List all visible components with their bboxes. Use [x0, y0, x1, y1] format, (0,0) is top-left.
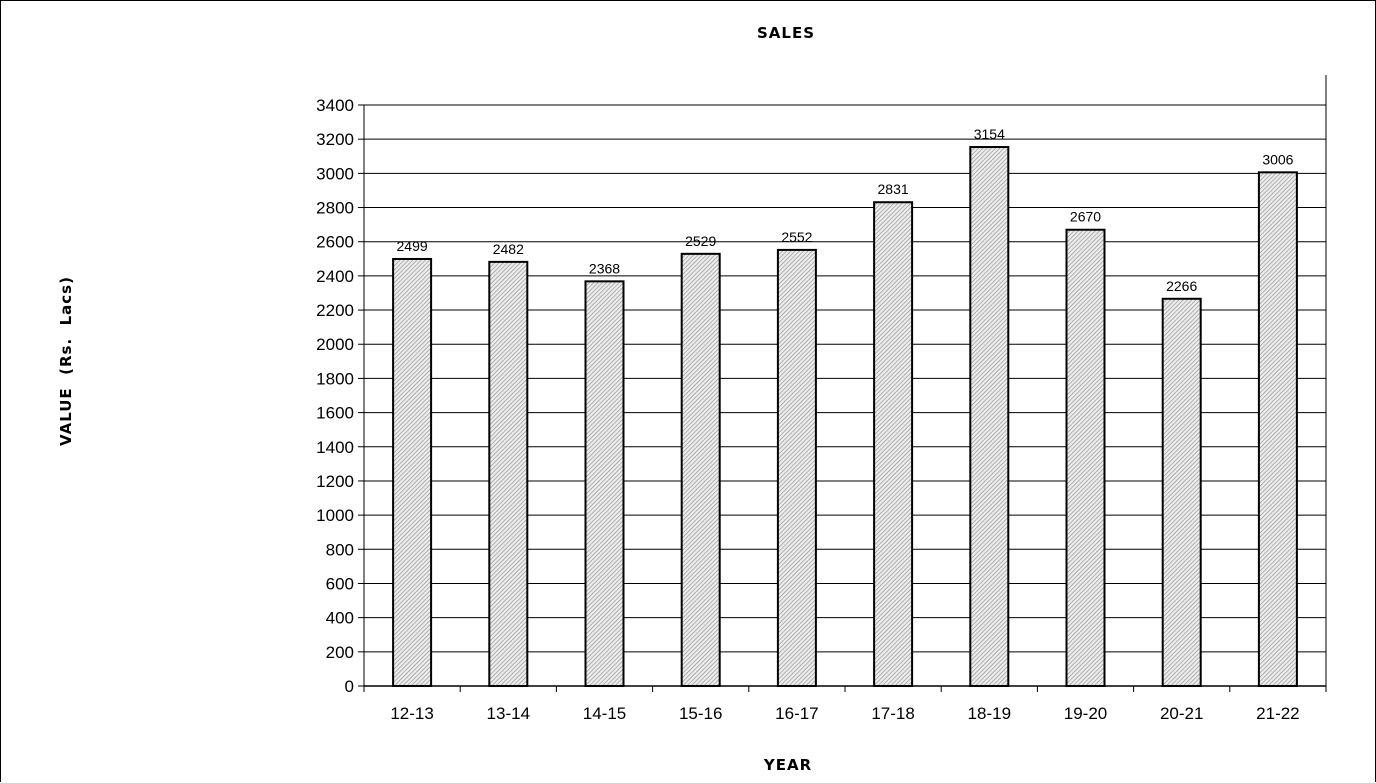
- y-tick-label: 2200: [316, 301, 354, 320]
- bar-18-19: [969, 146, 1010, 688]
- labels: 0 200 400 600 800 1000 1200 1400 1600 1800 2000 220…: [316, 96, 1299, 723]
- x-tick-label-14-15: 14-15: [583, 704, 626, 723]
- data-label-18-19: 3154: [974, 126, 1005, 142]
- data-label-21-22: 3006: [1262, 151, 1293, 167]
- y-tick-label: 3400: [316, 96, 354, 115]
- bar-16-17: [776, 248, 817, 687]
- y-tick-label: 200: [326, 643, 354, 662]
- y-tick-label: 1000: [316, 506, 354, 525]
- y-tick-label: 3200: [316, 130, 354, 149]
- data-label-12-13: 2499: [397, 238, 428, 254]
- x-tick-label-19-20: 19-20: [1064, 704, 1107, 723]
- bar-14-15: [584, 280, 625, 687]
- bar-13-14: [488, 260, 529, 687]
- y-tick-label: 0: [345, 677, 354, 696]
- x-tick-label-21-22: 21-22: [1256, 704, 1299, 723]
- x-tick-label-12-13: 12-13: [390, 704, 433, 723]
- y-tick-label: 1400: [316, 438, 354, 457]
- x-tick-label-20-21: 20-21: [1160, 704, 1203, 723]
- y-tick-label: 2600: [316, 233, 354, 252]
- data-label-15-16: 2529: [685, 233, 716, 249]
- y-tick-label: 600: [326, 574, 354, 593]
- y-tick-label: 2000: [316, 335, 354, 354]
- bar-20-21: [1161, 297, 1202, 687]
- x-tick-label-16-17: 16-17: [775, 704, 818, 723]
- y-tick-label: 2800: [316, 199, 354, 218]
- x-tick-label-13-14: 13-14: [487, 704, 530, 723]
- axes: [358, 75, 1327, 692]
- bar-15-16: [680, 252, 721, 687]
- bar-12-13: [392, 257, 433, 687]
- data-label-13-14: 2482: [493, 241, 524, 257]
- chart-title: SALES: [757, 24, 815, 42]
- data-label-17-18: 2831: [878, 181, 909, 197]
- bar-21-22: [1257, 171, 1298, 688]
- bar-17-18: [873, 201, 914, 687]
- data-label-14-15: 2368: [589, 260, 620, 276]
- y-tick-label: 1200: [316, 472, 354, 491]
- data-label-20-21: 2266: [1166, 278, 1197, 294]
- x-tick-label-15-16: 15-16: [679, 704, 722, 723]
- data-label-16-17: 2552: [781, 229, 812, 245]
- y-axis-label: VALUE (Rs. Lacs): [57, 276, 75, 446]
- x-tick-label-17-18: 17-18: [871, 704, 914, 723]
- y-tick-label: 1600: [316, 404, 354, 423]
- bars: [392, 146, 1298, 688]
- y-tick-label: 3000: [316, 164, 354, 183]
- x-tick-label-18-19: 18-19: [968, 704, 1011, 723]
- y-tick-label: 2400: [316, 267, 354, 286]
- y-tick-label: 1800: [316, 369, 354, 388]
- y-tick-label: 800: [326, 540, 354, 559]
- x-axis-label: YEAR: [763, 756, 812, 774]
- data-label-19-20: 2670: [1070, 209, 1101, 225]
- bar-19-20: [1065, 228, 1106, 687]
- y-tick-label: 400: [326, 609, 354, 628]
